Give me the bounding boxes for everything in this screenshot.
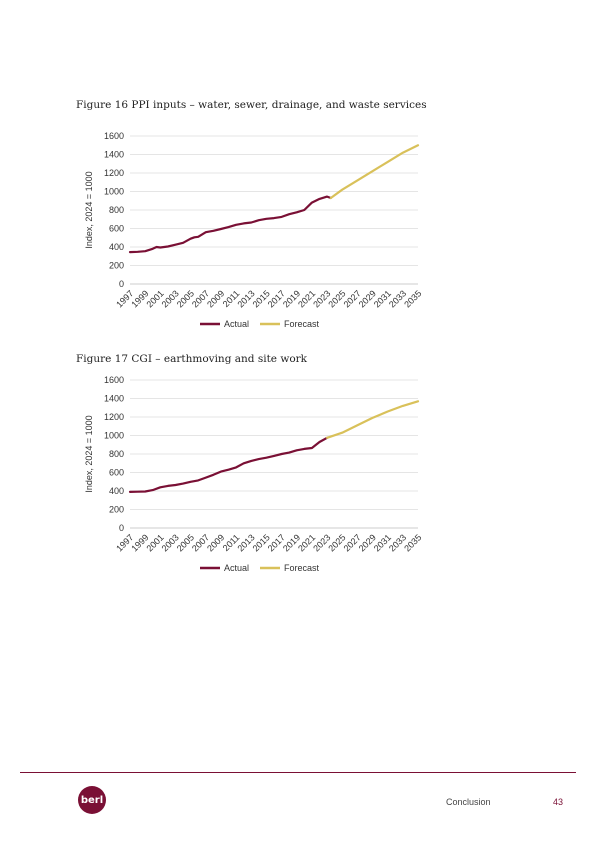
y-tick-label: 1400 (104, 150, 124, 160)
y-tick-label: 0 (119, 279, 124, 289)
figure-17-chart: 0 200 400 600 800 1000 1200 1400 1600 Index, 2024… (84, 375, 423, 573)
y-axis-label: Index, 2024 = 1000 (84, 415, 94, 492)
y-tick-label: 1600 (104, 131, 124, 141)
berl-logo: berl (78, 786, 106, 814)
series-line-actual (128, 436, 329, 493)
y-tick-label: 600 (109, 468, 124, 478)
y-tick-label: 1200 (104, 412, 124, 422)
y-tick-label: 0 (119, 523, 124, 533)
series-line-forecast (326, 400, 420, 439)
y-tick-label: 1000 (104, 187, 124, 197)
legend-label-forecast: Forecast (284, 563, 320, 573)
y-axis-label: Index, 2024 = 1000 (84, 171, 94, 248)
series-line-actual (128, 195, 332, 254)
y-tick-label: 400 (109, 242, 124, 252)
legend-label-actual: Actual (224, 319, 249, 329)
legend-label-forecast: Forecast (284, 319, 320, 329)
figure-17-title: Figure 17 CGI – earthmoving and site wor… (76, 353, 308, 365)
y-tick-label: 1400 (104, 394, 124, 404)
y-tick-label: 200 (109, 261, 124, 271)
figure-16-title: Figure 16 PPI inputs – water, sewer, dra… (76, 99, 427, 111)
page-number: 43 (553, 797, 564, 807)
y-tick-label: 1600 (104, 375, 124, 385)
figure-16-chart: 0 200 400 600 800 1000 1200 1400 1600 Index, 2024… (84, 131, 423, 329)
y-tick-label: 1200 (104, 168, 124, 178)
y-tick-label: 400 (109, 486, 124, 496)
legend-label-actual: Actual (224, 563, 249, 573)
footer-section-label: Conclusion (446, 797, 491, 807)
y-tick-label: 800 (109, 205, 124, 215)
y-tick-label: 600 (109, 224, 124, 234)
y-tick-label: 1000 (104, 431, 124, 441)
x-tick-label: 2035 (402, 288, 423, 309)
footer-divider (20, 772, 576, 773)
y-tick-label: 800 (109, 449, 124, 459)
y-tick-label: 200 (109, 505, 124, 515)
series-line-forecast (329, 144, 420, 200)
x-tick-label: 2035 (402, 532, 423, 553)
